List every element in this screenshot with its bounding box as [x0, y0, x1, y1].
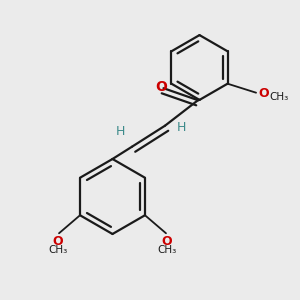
- Text: CH₃: CH₃: [270, 92, 289, 102]
- Text: H: H: [115, 125, 125, 138]
- Text: H: H: [177, 121, 186, 134]
- Text: CH₃: CH₃: [49, 245, 68, 255]
- Text: O: O: [162, 235, 172, 248]
- Text: CH₃: CH₃: [157, 245, 176, 255]
- Text: O: O: [259, 87, 269, 100]
- Text: O: O: [53, 235, 63, 248]
- Text: O: O: [155, 80, 167, 94]
